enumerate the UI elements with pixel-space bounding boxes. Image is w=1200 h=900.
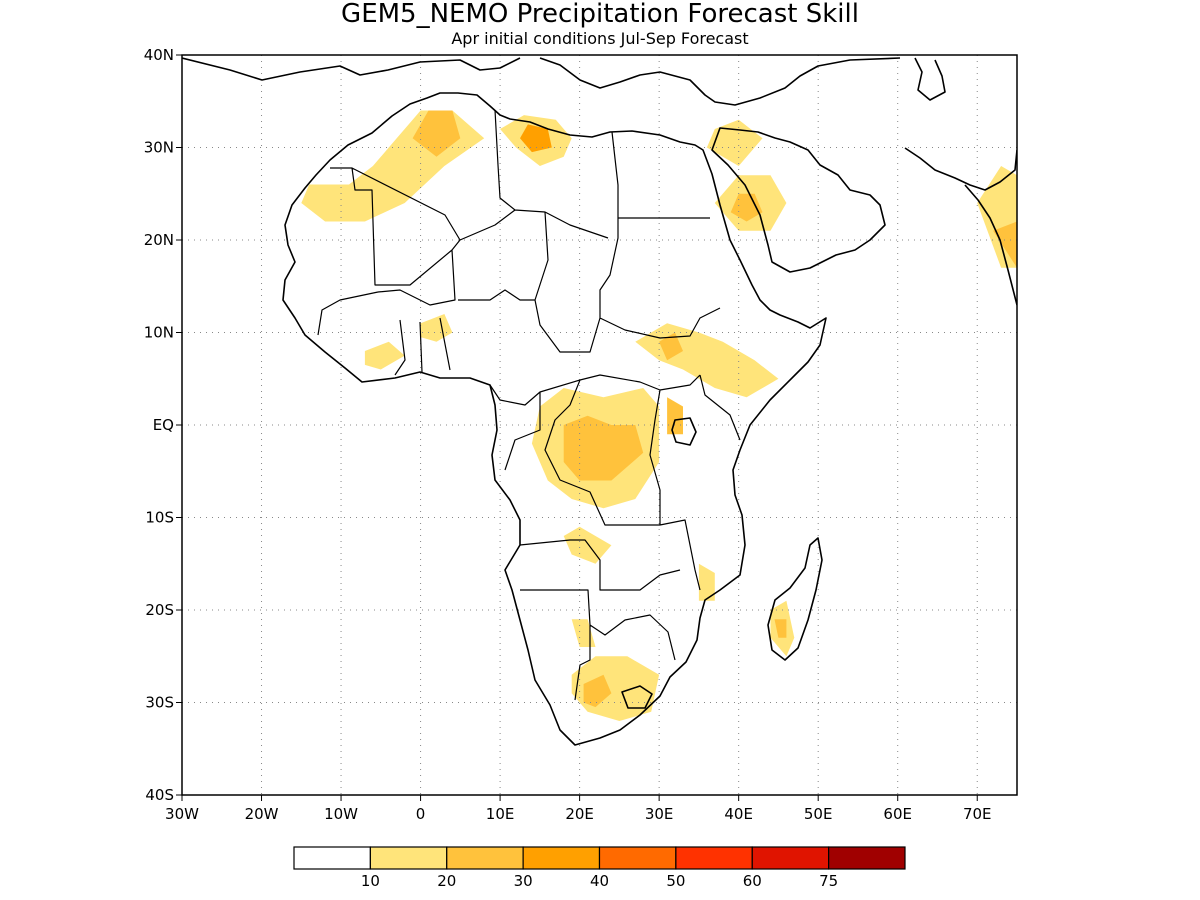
skill-region-arabia-central-core — [730, 193, 763, 222]
lon-tick-label: 30E — [645, 805, 674, 823]
skill-region-namibia-south — [571, 619, 596, 647]
lat-tick-label: 30S — [145, 694, 174, 712]
africa-coastline — [282, 92, 827, 746]
colorbar-label: 10 — [361, 872, 380, 890]
lon-tick-label: 60E — [883, 805, 912, 823]
lon-tick-label: 10W — [324, 805, 358, 823]
skill-region-congo-core — [563, 415, 644, 481]
lon-tick-label: 20E — [565, 805, 594, 823]
europe-coastline — [182, 57, 901, 106]
lon-tick-label: 50E — [804, 805, 833, 823]
colorbar-label: 50 — [666, 872, 685, 890]
lon-tick-label: 70E — [963, 805, 992, 823]
country-borders — [317, 109, 741, 701]
lon-tick-label: 20W — [245, 805, 279, 823]
lon-tick-label: 30W — [165, 805, 199, 823]
colorbar-swatch — [751, 846, 830, 870]
colorbar-swatch — [828, 846, 906, 870]
lon-tick-label: 40E — [724, 805, 753, 823]
madagascar-coastline — [767, 537, 823, 661]
map-subtitle: Apr initial conditions Jul-Sep Forecast — [451, 29, 748, 48]
skill-region-uganda — [667, 397, 683, 435]
skill-region-ethiopia-sudan — [635, 323, 779, 398]
colorbar-label: 60 — [743, 872, 762, 890]
skill-shading-layer — [301, 110, 1017, 721]
colorbar-legend: 10 20 30 40 50 60 75 — [293, 846, 906, 890]
skill-region-west-africa — [364, 341, 405, 370]
lat-tick-label: 10S — [145, 509, 174, 527]
skill-region-libya-core — [520, 124, 552, 153]
skill-region-ethiopia-core — [659, 332, 683, 361]
colorbar-label: 20 — [437, 872, 456, 890]
skill-region-madagascar-core — [774, 619, 787, 638]
skill-region-togo-benin — [420, 314, 453, 342]
colorbar-label: 40 — [590, 872, 609, 890]
lat-tick-label: 40N — [144, 46, 174, 64]
lon-tick-label: 0 — [416, 805, 426, 823]
lat-tick-label: 40S — [145, 786, 174, 804]
lat-tick-label: 10N — [144, 324, 174, 342]
axis-ticks: 30W 20W 10W 0 10E 20E 30E 40E 50E 60E 70E 40N 30N 20N… — [144, 46, 992, 823]
arabia-coastline — [711, 127, 886, 273]
skill-region-central-algeria-core — [412, 110, 461, 157]
coastline-layer — [182, 57, 1017, 746]
colorbar-swatch — [369, 846, 448, 870]
colorbar-swatch — [675, 846, 753, 870]
skill-region-south-africa-core — [583, 674, 612, 708]
lon-tick-label: 10E — [486, 805, 515, 823]
skill-region-angola-zambia — [563, 526, 612, 564]
skill-region-mozambique — [698, 563, 715, 601]
lat-tick-label: 20S — [145, 601, 174, 619]
colorbar-label: 30 — [514, 872, 533, 890]
map-title: GEM5_NEMO Precipitation Forecast Skill — [341, 0, 859, 29]
lake-victoria — [671, 417, 697, 446]
colorbar-label: 75 — [819, 872, 838, 890]
lat-tick-label: 30N — [144, 139, 174, 157]
colorbar-swatch — [598, 846, 677, 870]
india-coastline — [964, 184, 1017, 306]
skill-region-india-west-core — [993, 221, 1017, 268]
colorbar-swatch — [446, 846, 524, 870]
colorbar-swatch — [522, 846, 601, 870]
colorbar-swatch — [293, 846, 371, 870]
country-borders-layer — [317, 109, 741, 701]
lat-tick-label: EQ — [153, 416, 174, 434]
asia-coastline — [904, 147, 1017, 191]
caspian-coastline — [914, 57, 946, 101]
lat-tick-label: 20N — [144, 231, 174, 249]
lesotho — [621, 685, 653, 709]
